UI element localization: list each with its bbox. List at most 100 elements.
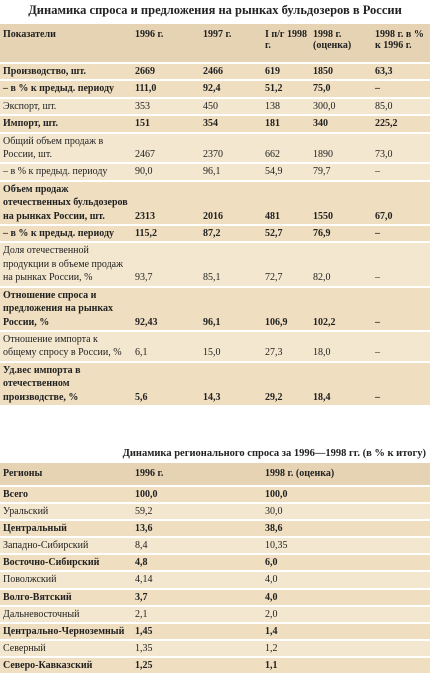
cell-value: 76,9 xyxy=(310,225,372,244)
cell-value: 1,45 xyxy=(132,622,262,641)
cell-value: 300,0 xyxy=(310,97,372,117)
cell-value: 181 xyxy=(262,115,310,134)
cell-value: 27,3 xyxy=(262,330,310,363)
row-label: Уд.вес импорта в отечественном производс… xyxy=(0,361,132,407)
cell-value: 38,6 xyxy=(262,520,430,539)
cell-value: 619 xyxy=(262,63,310,82)
cell-value: 90,0 xyxy=(132,163,200,182)
cell-value: 100,0 xyxy=(262,486,430,505)
table-row: Уд.вес импорта в отечественном производс… xyxy=(0,361,430,407)
cell-value: 100,0 xyxy=(132,486,262,505)
cell-value: 1,35 xyxy=(132,639,262,658)
cell-value: 2313 xyxy=(132,180,200,227)
cell-value: 5,6 xyxy=(132,361,200,407)
column-header: 1996 г. xyxy=(132,24,200,64)
row-label: Северо-Кавказский xyxy=(0,656,132,675)
cell-value: 18,0 xyxy=(310,330,372,363)
row-label: Западно-Сибирский xyxy=(0,537,132,556)
column-header: I п/г 1998 г. xyxy=(262,24,310,64)
table-row: Волго-Вятский 3,7 4,0 xyxy=(0,588,430,607)
cell-value: 4,0 xyxy=(262,588,430,607)
table-row: Северный 1,35 1,2 xyxy=(0,639,430,658)
table-row: Поволжский 4,14 4,0 xyxy=(0,571,430,590)
table-row: Экспорт, шт. 353 450 138 300,0 85,0 xyxy=(0,97,430,117)
cell-value: 3,7 xyxy=(132,588,262,607)
row-label: Общий объем продаж в России, шт. xyxy=(0,132,132,165)
row-label: – в % к предыд. периоду xyxy=(0,225,132,244)
supply-demand-table: Показатели 1996 г. 1997 г. I п/г 1998 г. 199… xyxy=(0,24,430,407)
column-header: 1996 г. xyxy=(132,463,262,487)
row-label: Восточно-Сибирский xyxy=(0,554,132,573)
row-label: Уральский xyxy=(0,503,132,522)
table-row: Центральный 13,6 38,6 xyxy=(0,520,430,539)
cell-value: 340 xyxy=(310,115,372,134)
table-row: Западно-Сибирский 8,4 10,35 xyxy=(0,537,430,556)
cell-value: – xyxy=(372,242,430,288)
table-row: Объем продаж отечественных бульдозеров н… xyxy=(0,180,430,227)
column-header: 1997 г. xyxy=(200,24,262,64)
cell-value: 15,0 xyxy=(200,330,262,363)
header-row: Регионы 1996 г. 1998 г. (оценка) xyxy=(0,463,430,487)
cell-value: 2,1 xyxy=(132,605,262,624)
header-row: Показатели 1996 г. 1997 г. I п/г 1998 г. 199… xyxy=(0,24,430,64)
cell-value: 2467 xyxy=(132,132,200,165)
cell-value: 29,2 xyxy=(262,361,310,407)
cell-value: 1550 xyxy=(310,180,372,227)
row-label: Дальневосточный xyxy=(0,605,132,624)
row-label: Центрально-Черноземный xyxy=(0,622,132,641)
row-label: – в % к предыд. периоду xyxy=(0,80,132,99)
cell-value: 96,1 xyxy=(200,286,262,332)
cell-value: 225,2 xyxy=(372,115,430,134)
cell-value: 75,0 xyxy=(310,80,372,99)
cell-value: 30,0 xyxy=(262,503,430,522)
cell-value: 106,9 xyxy=(262,286,310,332)
cell-value: 67,0 xyxy=(372,180,430,227)
cell-value: 4,8 xyxy=(132,554,262,573)
cell-value: 79,7 xyxy=(310,163,372,182)
cell-value: 1,2 xyxy=(262,639,430,658)
cell-value: 4,0 xyxy=(262,571,430,590)
cell-value: – xyxy=(372,361,430,407)
cell-value: 73,0 xyxy=(372,132,430,165)
row-label: Объем продаж отечественных бульдозеров н… xyxy=(0,180,132,227)
cell-value: 1890 xyxy=(310,132,372,165)
table-row: Восточно-Сибирский 4,8 6,0 xyxy=(0,554,430,573)
cell-value: 138 xyxy=(262,97,310,117)
cell-value: 354 xyxy=(200,115,262,134)
cell-value: 87,2 xyxy=(200,225,262,244)
cell-value: 85,1 xyxy=(200,242,262,288)
table-row: Отношение импорта к общему спросу в Росс… xyxy=(0,330,430,363)
cell-value: 6,0 xyxy=(262,554,430,573)
cell-value: 662 xyxy=(262,132,310,165)
cell-value: – xyxy=(372,163,430,182)
cell-value: 2016 xyxy=(200,180,262,227)
cell-value: 96,1 xyxy=(200,163,262,182)
column-header: 1998 г. в % к 1996 г. xyxy=(372,24,430,64)
row-label: Поволжский xyxy=(0,571,132,590)
cell-value: 1,25 xyxy=(132,656,262,675)
table-row: – в % к предыд. периоду 115,2 87,2 52,7 76,9… xyxy=(0,225,430,244)
row-label: Импорт, шт. xyxy=(0,115,132,134)
table-row: Центрально-Черноземный 1,45 1,4 xyxy=(0,622,430,641)
cell-value: 85,0 xyxy=(372,97,430,117)
row-label: Экспорт, шт. xyxy=(0,97,132,117)
table-row: – в % к предыд. периоду 90,0 96,1 54,9 79,7– xyxy=(0,163,430,182)
column-header: 1998 г. (оценка) xyxy=(262,463,430,487)
cell-value: 92,4 xyxy=(200,80,262,99)
table-row: Отношение спроса и предложения на рынках… xyxy=(0,286,430,332)
cell-value: 93,7 xyxy=(132,242,200,288)
cell-value: 82,0 xyxy=(310,242,372,288)
row-label: Доля отечественной продукции в объеме пр… xyxy=(0,242,132,288)
cell-value: 2669 xyxy=(132,63,200,82)
cell-value: 8,4 xyxy=(132,537,262,556)
table-row: Доля отечественной продукции в объеме пр… xyxy=(0,242,430,288)
cell-value: 1,4 xyxy=(262,622,430,641)
cell-value: 111,0 xyxy=(132,80,200,99)
cell-value: 13,6 xyxy=(132,520,262,539)
cell-value: 1,1 xyxy=(262,656,430,675)
cell-value: 115,2 xyxy=(132,225,200,244)
cell-value: 52,7 xyxy=(262,225,310,244)
cell-value: – xyxy=(372,225,430,244)
cell-value: 481 xyxy=(262,180,310,227)
cell-value: 102,2 xyxy=(310,286,372,332)
